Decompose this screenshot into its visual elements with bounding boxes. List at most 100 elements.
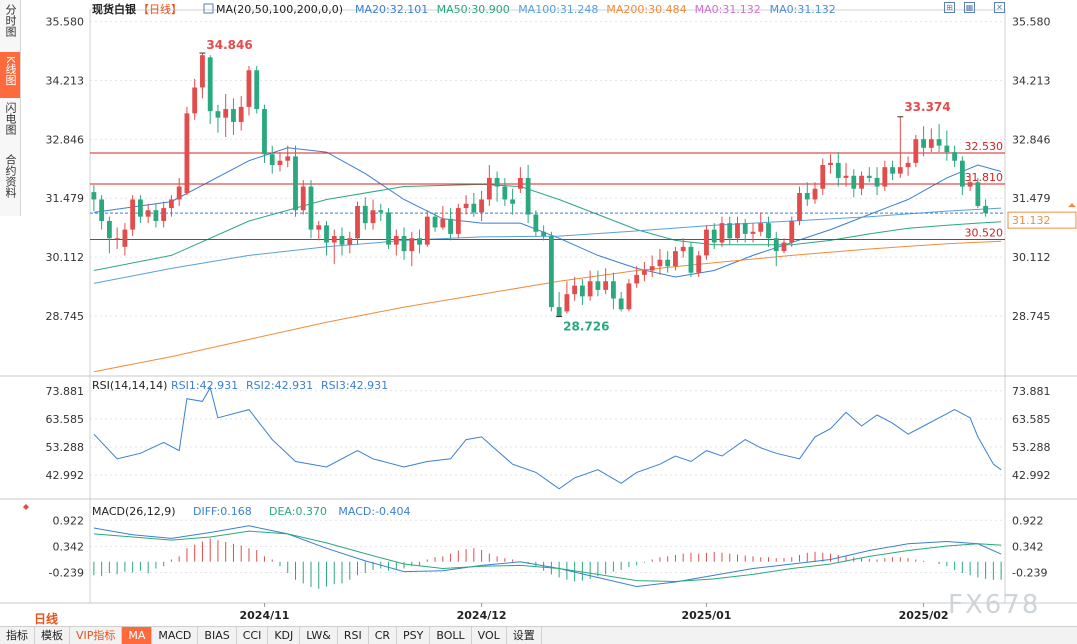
rsi-y-tick-left: 42.992 <box>46 469 85 482</box>
candle-body <box>494 177 500 187</box>
candle-body <box>176 186 182 200</box>
ma-legend-2: MA100:31.248 <box>518 3 598 16</box>
price-y-tick-right: 28.745 <box>1012 310 1051 323</box>
indicator-button-12[interactable]: BOLL <box>430 627 472 644</box>
candle-body <box>347 238 353 245</box>
indicator-button-1[interactable]: 模板 <box>35 627 70 644</box>
indicator-button-9[interactable]: RSI <box>338 627 369 644</box>
macd-y-tick-right: 0.922 <box>1012 514 1044 527</box>
resistance-label-1: 31.810 <box>965 171 1004 184</box>
indicator-settings-icon <box>203 3 214 14</box>
candle-body <box>223 109 229 118</box>
candle-body <box>773 238 779 252</box>
candle-body <box>673 251 678 267</box>
candle-body <box>316 225 322 230</box>
period-label[interactable]: 日线 <box>34 612 59 626</box>
price-y-tick-left: 34.213 <box>46 74 85 87</box>
indicator-button-7[interactable]: KDJ <box>268 627 301 644</box>
candle-body <box>975 182 981 206</box>
candle-body <box>215 111 221 118</box>
macd-legend-1: DEA:0.370 <box>269 505 327 518</box>
macd-y-tick-left: 0.342 <box>53 540 85 553</box>
macd-y-tick-right: 0.342 <box>1012 540 1044 553</box>
candle-body <box>525 177 531 215</box>
candle-body <box>897 167 903 174</box>
candle-body <box>642 270 647 275</box>
candle-body <box>967 182 973 187</box>
rsi-y-tick-left: 73.881 <box>46 385 85 398</box>
tab-contract-info[interactable]: 合约资料 <box>0 150 20 216</box>
indicator-button-11[interactable]: PSY <box>397 627 431 644</box>
indicator-button-13[interactable]: VOL <box>472 627 507 644</box>
candle-body <box>308 186 314 230</box>
indicator-button-14[interactable]: 设置 <box>507 627 542 644</box>
candle-body <box>533 214 539 232</box>
candle-body <box>556 307 562 317</box>
candle-body <box>781 242 787 252</box>
window-restore-icon[interactable]: ⊞ <box>944 2 955 13</box>
candle-body <box>766 223 771 239</box>
candle-body <box>339 236 345 245</box>
indicator-button-5[interactable]: BIAS <box>198 627 237 644</box>
tab-flash[interactable]: 闪电图 <box>0 98 20 150</box>
candle-body <box>293 156 298 211</box>
indicator-button-6[interactable]: CCI <box>237 627 269 644</box>
resistance-label-0: 32.530 <box>965 140 1004 153</box>
candle-body <box>564 294 570 312</box>
candle-body <box>455 208 461 234</box>
candle-body <box>611 281 616 299</box>
macd-line-diff <box>93 525 1002 588</box>
indicator-button-10[interactable]: CR <box>369 627 398 644</box>
candle-body <box>145 210 151 217</box>
indicator-button-4[interactable]: MACD <box>152 627 199 644</box>
close-icon[interactable]: ✕ <box>994 2 1005 13</box>
last-price-arrow-icon <box>1068 203 1076 208</box>
rsi-legend-0: RSI1:42.931 <box>171 379 238 392</box>
indicator-button-2[interactable]: VIP指标 <box>70 627 123 644</box>
macd-y-tick-left: -0.239 <box>49 567 84 580</box>
candle-body <box>106 220 112 239</box>
candle-body <box>331 236 337 243</box>
recent-high-annotation: 33.374 <box>904 100 950 114</box>
rsi-y-tick-left: 53.288 <box>46 441 85 454</box>
tab-intraday[interactable]: 分时图 <box>0 0 20 52</box>
candle-body <box>587 281 593 297</box>
candle-body <box>711 229 717 243</box>
high-annotation: 34.846 <box>206 38 252 52</box>
candle-body <box>300 186 306 211</box>
price-y-tick-right: 35.580 <box>1012 16 1051 29</box>
candle-body <box>688 246 694 273</box>
candle-body <box>440 218 446 228</box>
candle-body <box>913 139 919 163</box>
macd-y-tick-right: -0.239 <box>1012 567 1047 580</box>
candle-body <box>548 236 554 308</box>
tab-intraday-label: 分时图 <box>4 4 17 37</box>
indicator-button-8[interactable]: LW& <box>300 627 338 644</box>
candle-body <box>169 199 174 209</box>
candle-body <box>137 199 143 217</box>
candle-body <box>952 152 958 161</box>
rsi-legend-1: RSI2:42.931 <box>246 379 313 392</box>
candle-body <box>843 175 849 178</box>
macd-title: MACD(26,12,9) <box>92 505 176 518</box>
candle-body <box>517 177 523 189</box>
grid-icon[interactable]: ▦ <box>964 2 975 13</box>
tab-kline[interactable]: K线图 <box>0 52 20 98</box>
candle-body <box>324 225 329 243</box>
price-y-tick-right: 31.479 <box>1012 192 1051 205</box>
last-price-tag <box>1007 211 1077 229</box>
candle-body <box>502 186 508 200</box>
macd-line-dea <box>93 530 1002 583</box>
rsi-title: RSI(14,14,14) <box>92 379 167 392</box>
indicator-button-3[interactable]: MA <box>122 627 153 644</box>
ma-legend-1: MA50:30.900 <box>437 3 510 16</box>
candle-body <box>983 205 989 214</box>
indicator-button-0[interactable]: 指标 <box>0 627 35 644</box>
candle-body <box>463 203 469 209</box>
candle-body <box>184 113 190 193</box>
ma-line-ma20 <box>93 147 1002 278</box>
tab-kline-label: K线图 <box>4 56 17 86</box>
x-axis-label: 2025/02 <box>899 609 949 622</box>
candle-body <box>486 177 492 200</box>
chart-canvas[interactable]: 现货白银 【日线】 MA(20,50,100,200,0,0) MA20:32.101… <box>0 0 1077 626</box>
